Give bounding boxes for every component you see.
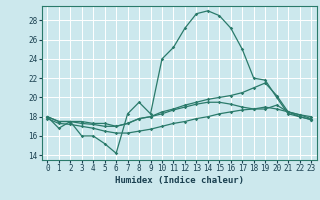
X-axis label: Humidex (Indice chaleur): Humidex (Indice chaleur) bbox=[115, 176, 244, 185]
